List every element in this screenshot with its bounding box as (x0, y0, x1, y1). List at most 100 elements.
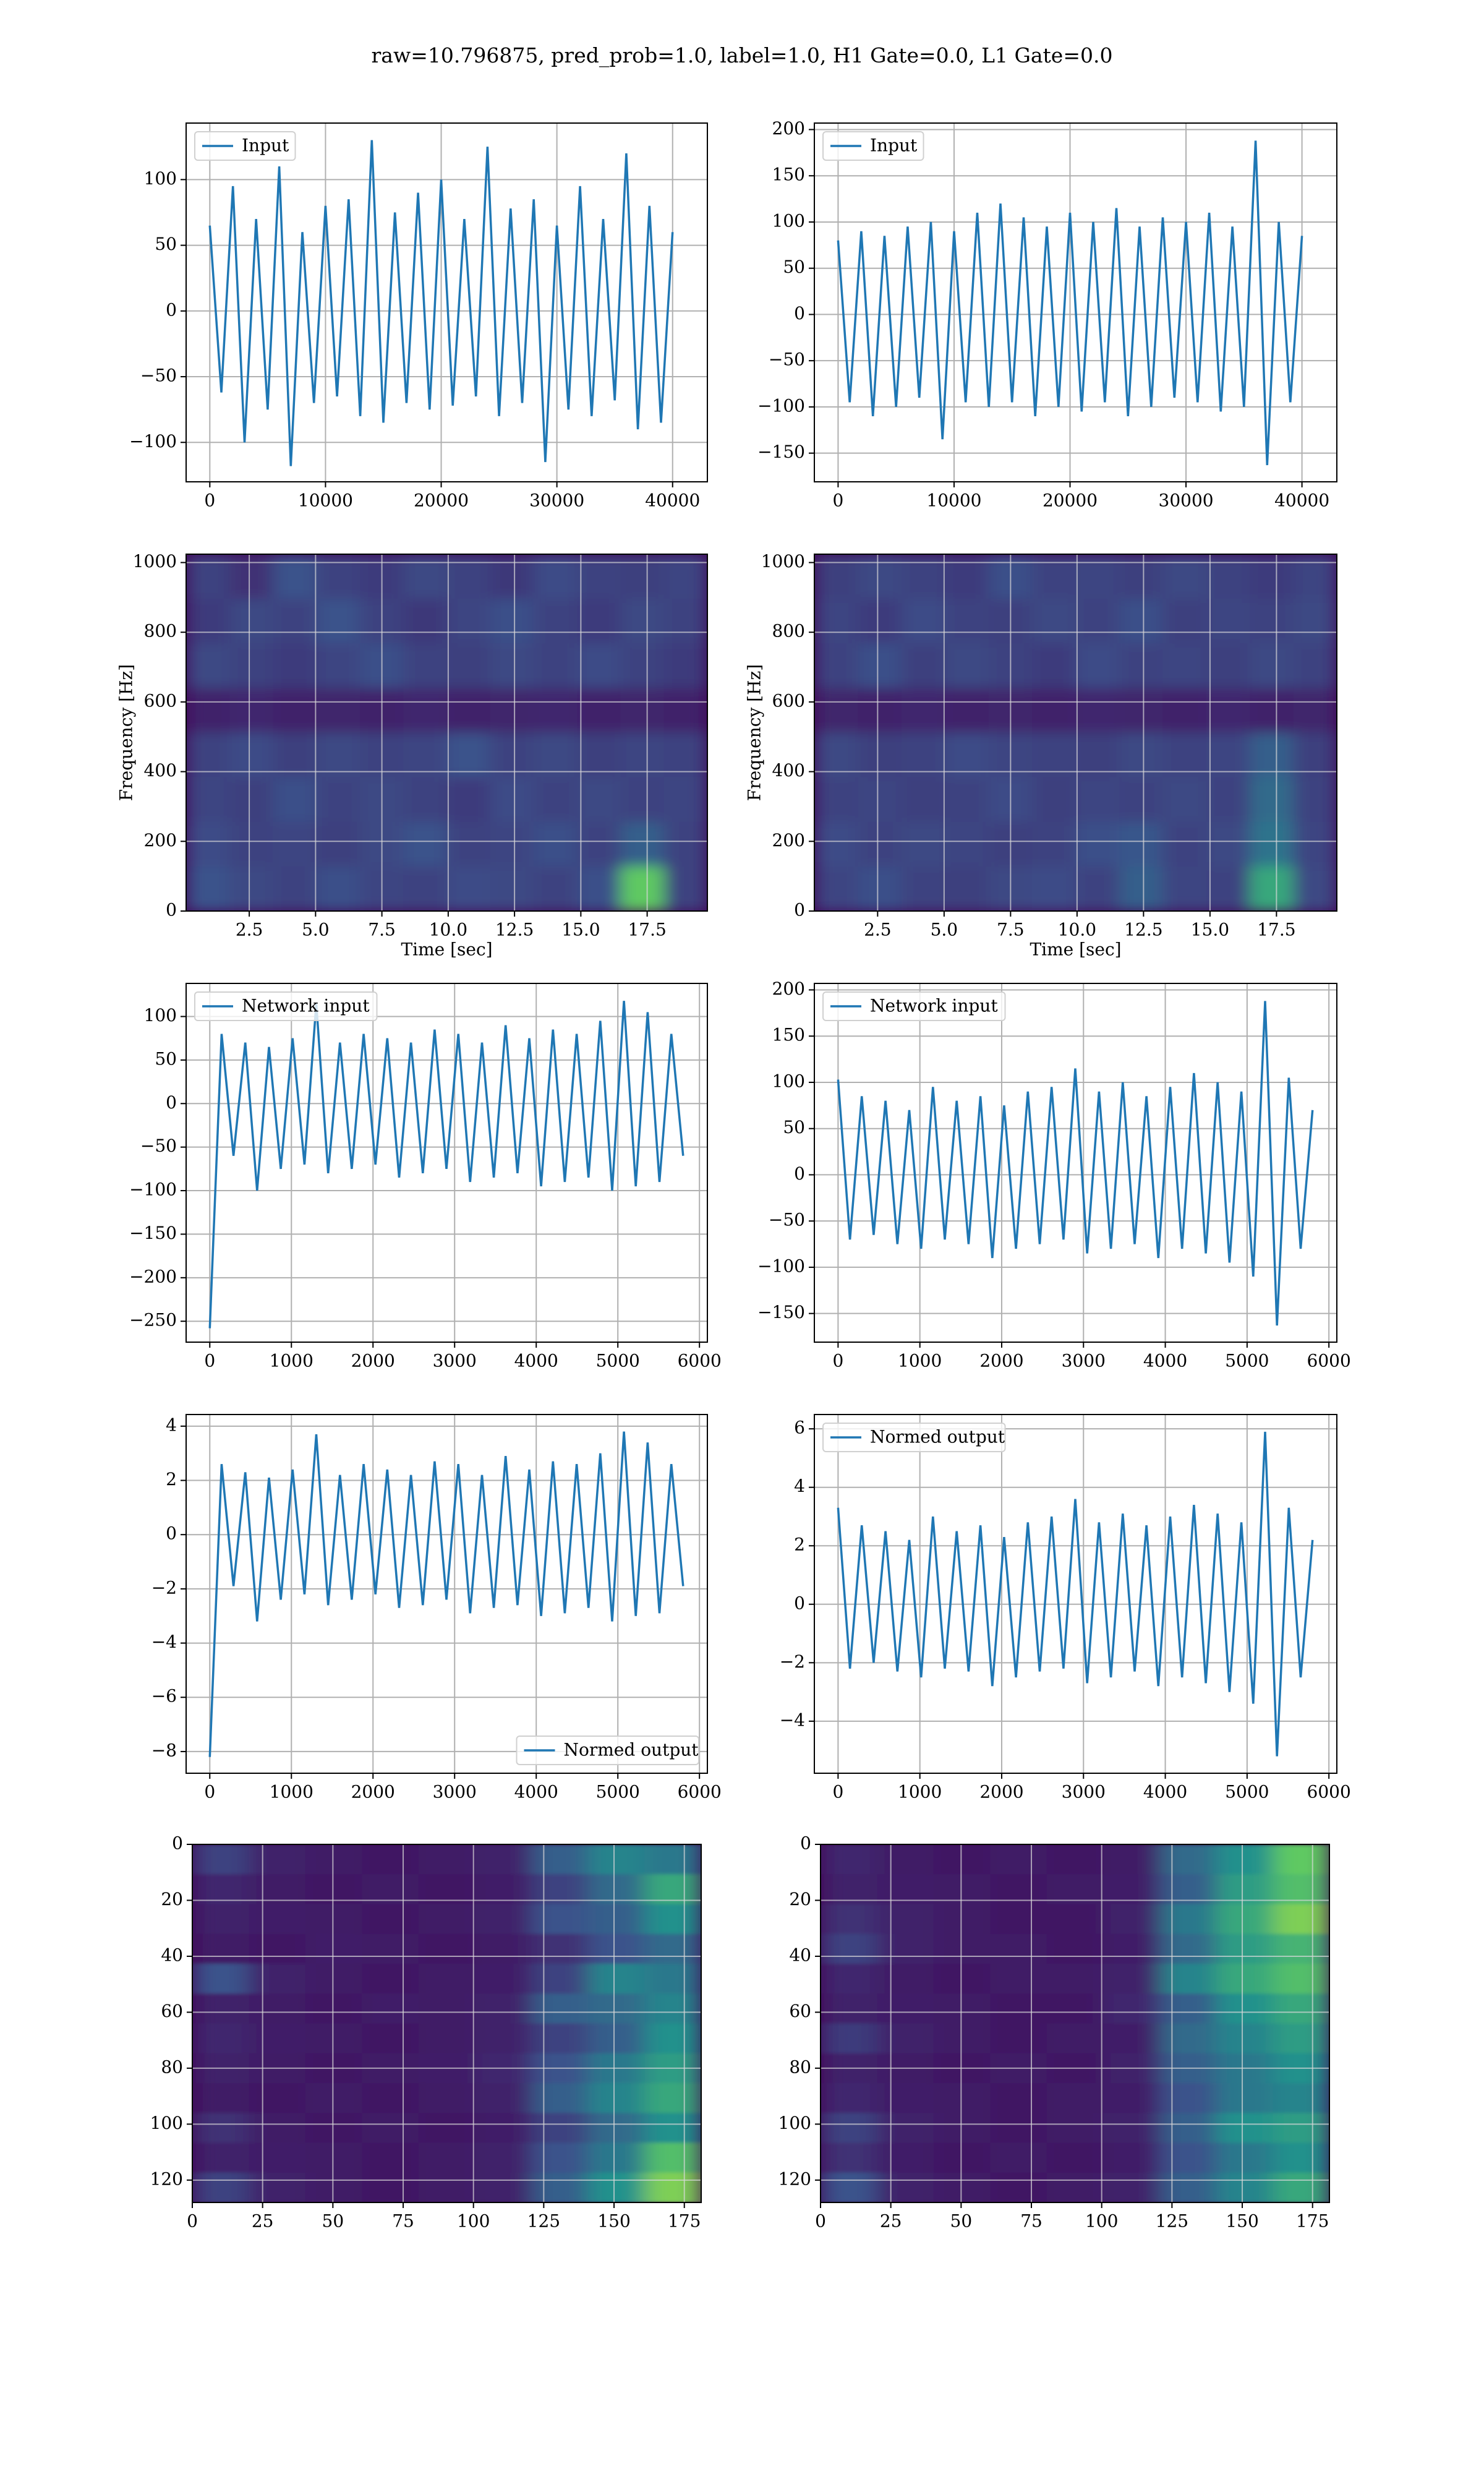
x-tick-label: 0 (204, 1782, 215, 1802)
heatmap-cell (1046, 2172, 1104, 2202)
y-tick-label: 80 (161, 2057, 183, 2077)
y-tick-label: −100 (129, 1179, 177, 1200)
heatmap-cell (901, 599, 946, 644)
y-tick-label: 150 (772, 1025, 805, 1045)
heatmap-cell (446, 554, 491, 600)
heatmap-cell (1216, 1993, 1274, 2024)
y-tick-label: −100 (757, 395, 805, 416)
heatmap-cell (249, 1993, 306, 2024)
heatmap-cell (316, 554, 360, 600)
heatmap-cell (901, 821, 946, 867)
heatmap-cell (490, 866, 534, 911)
heatmap-cell (249, 1844, 306, 1875)
heatmap-cell (531, 1964, 589, 1995)
heatmap-cell (305, 1904, 363, 1935)
x-tick-label: 1000 (270, 1351, 313, 1371)
heatmap-cell (588, 2172, 646, 2202)
heatmap-cell (490, 554, 534, 600)
heatmap-cell (273, 599, 317, 644)
heatmap-cell (821, 2083, 878, 2114)
heatmap-cell (990, 2083, 1047, 2114)
series-line (837, 140, 1303, 466)
x-tick-label: 6000 (1307, 1782, 1351, 1802)
y-tick-label: −50 (140, 366, 177, 386)
heatmap-cell (620, 821, 665, 867)
x-tick-label: 40000 (645, 490, 700, 511)
y-tick-label: 1000 (761, 551, 805, 571)
x-tick-label: 125 (1156, 2211, 1188, 2232)
heatmap-cell (588, 2083, 646, 2114)
series-line (208, 140, 674, 466)
y-tick-label: 0 (172, 1833, 183, 1854)
heatmap-cell (192, 1964, 250, 1995)
heatmap-cell (403, 554, 448, 600)
heatmap-cell (186, 688, 231, 734)
heatmap-cell (403, 777, 448, 823)
heatmap-cell (814, 732, 859, 778)
heatmap-cell (1103, 2172, 1161, 2202)
heatmap-cell (1273, 1964, 1329, 1995)
heatmap-cell (534, 643, 578, 689)
heatmap-cell (1250, 732, 1294, 778)
x-tick-label: 4000 (1143, 1782, 1187, 1802)
heatmap-cell (229, 866, 274, 911)
heatmap-cell (362, 1874, 419, 1905)
y-tick-label: 400 (144, 760, 177, 781)
heatmap-cell (1046, 1844, 1104, 1875)
y-tick-label: 120 (150, 2168, 183, 2189)
heatmap-cell (814, 688, 859, 734)
heatmap-cell (945, 688, 989, 734)
heatmap-cell (1046, 2142, 1104, 2173)
x-tick-label: 1000 (898, 1782, 942, 1802)
heatmap-cell (475, 1933, 532, 1964)
axes-frame (814, 554, 1337, 912)
x-tick-label: 5.0 (931, 920, 958, 940)
axes-frame (814, 1414, 1337, 1774)
y-tick-label: 200 (772, 978, 805, 999)
axes: 0 1000 2000 3000 4000 5000 6000 −150 −100 −50 0 50 1… (757, 978, 1351, 1371)
heatmap-cell (249, 2083, 306, 2114)
heatmap-cell (901, 688, 946, 734)
heatmap (821, 1844, 1329, 2202)
heatmap-cell (945, 554, 989, 600)
y-tick-label: 100 (772, 210, 805, 231)
heatmap-cell (1075, 688, 1120, 734)
heatmap-cell (186, 777, 231, 823)
heatmap-cell (990, 1993, 1047, 2024)
heatmap-cells (186, 554, 707, 911)
heatmap-cell (877, 1874, 934, 1905)
x-tick-label: 6000 (678, 1351, 722, 1371)
heatmap-cell (534, 866, 578, 911)
y-tick-label: −50 (769, 349, 805, 370)
x-tick-label: 10.0 (1058, 920, 1096, 940)
heatmap-cell (418, 2023, 476, 2054)
x-tick-label: 4000 (514, 1782, 558, 1802)
heatmap-cell (475, 2172, 532, 2202)
heatmap-cell (1075, 821, 1120, 867)
x-tick-label: 2000 (979, 1782, 1023, 1802)
heatmap-cell (814, 643, 859, 689)
y-tick-label: 4 (166, 1415, 177, 1435)
heatmap-cell (663, 599, 707, 644)
heatmap-cell (620, 643, 665, 689)
heatmap-cell (316, 732, 360, 778)
x-tick-label: 0 (832, 1782, 843, 1802)
axes: 0 10000 20000 30000 40000 −100 −50 0 50 100 Input (129, 122, 708, 511)
heatmap-cell (644, 1904, 701, 1935)
legend-label: Input (870, 135, 918, 156)
heatmap-cell (446, 688, 491, 734)
heatmap-cell (901, 643, 946, 689)
y-tick-label: 200 (144, 830, 177, 850)
heatmap-cell (1119, 688, 1164, 734)
heatmap-cell (1250, 866, 1294, 911)
heatmap-cell (490, 821, 534, 867)
x-tick-label: 5000 (1225, 1351, 1269, 1371)
heatmap-cell (1216, 1933, 1274, 1964)
heatmap-cell (644, 2023, 701, 2054)
heatmap-cell (814, 599, 859, 644)
axes-frame (186, 1414, 708, 1774)
heatmap-cell (229, 777, 274, 823)
heatmap-cell (418, 2142, 476, 2173)
heatmap-cell (1206, 866, 1251, 911)
